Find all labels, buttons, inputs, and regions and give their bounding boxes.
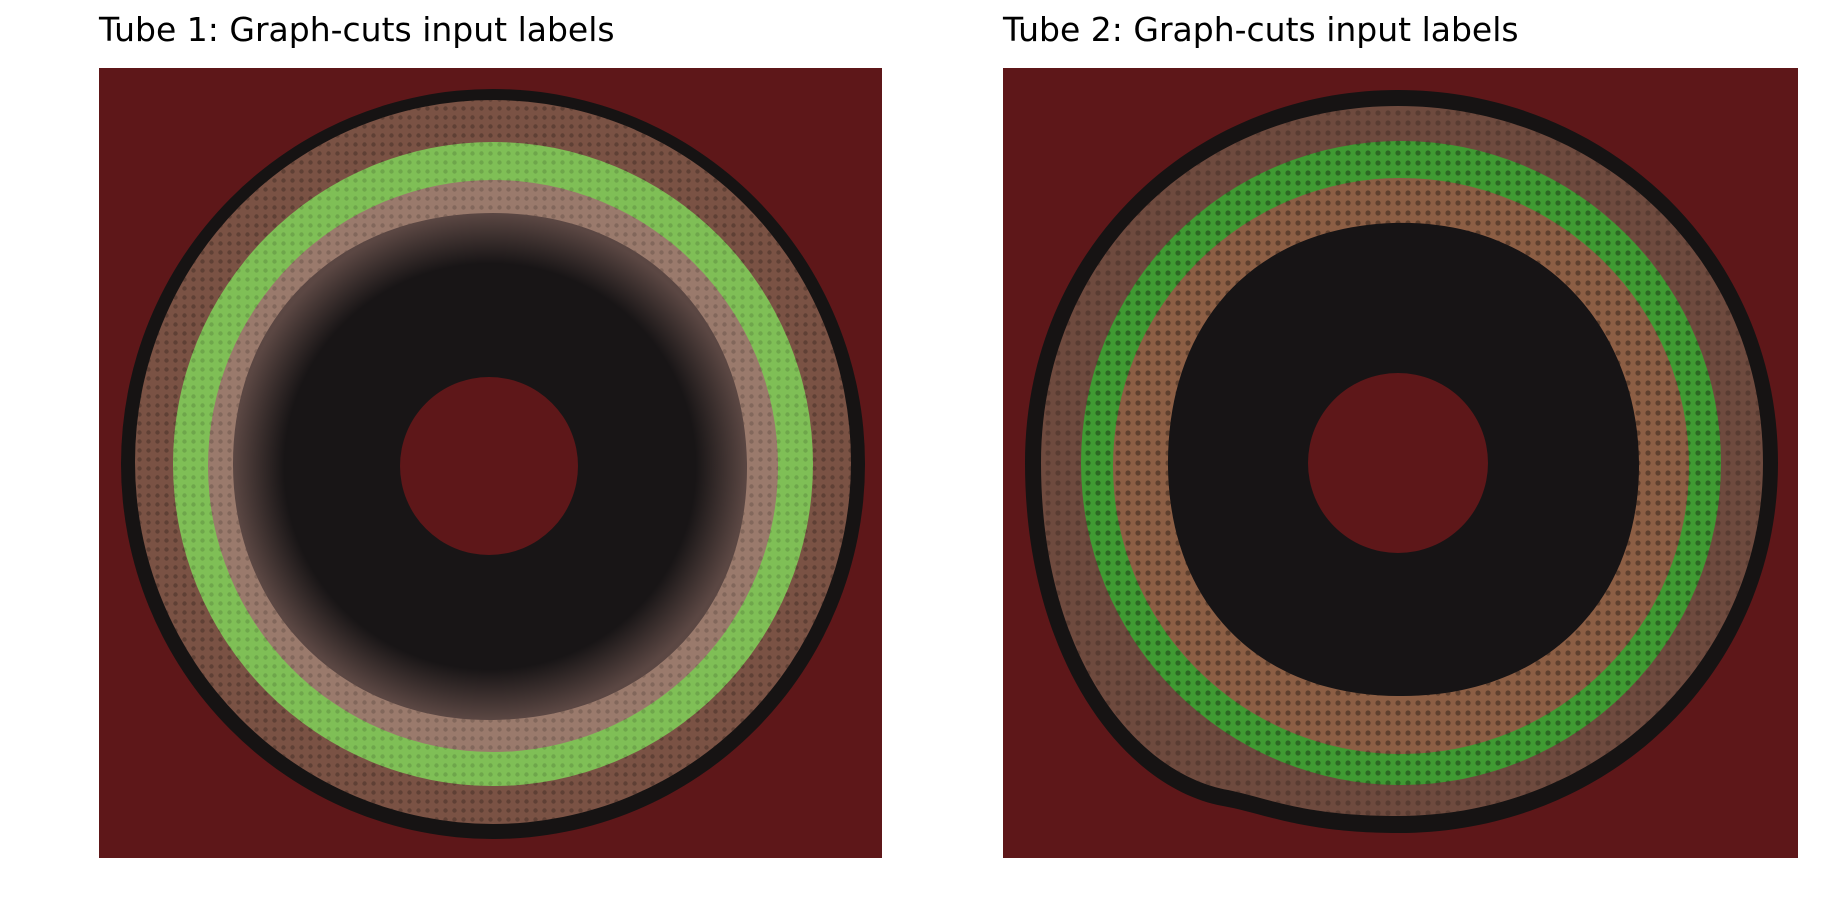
tube-1-image <box>99 68 882 858</box>
panel-title-tube-1: Tube 1: Graph-cuts input labels <box>99 10 615 49</box>
pith-label <box>1308 373 1488 553</box>
panel-title-tube-2: Tube 2: Graph-cuts input labels <box>1003 10 1519 49</box>
tube-2-image <box>1003 68 1798 858</box>
pith-label <box>400 377 578 555</box>
